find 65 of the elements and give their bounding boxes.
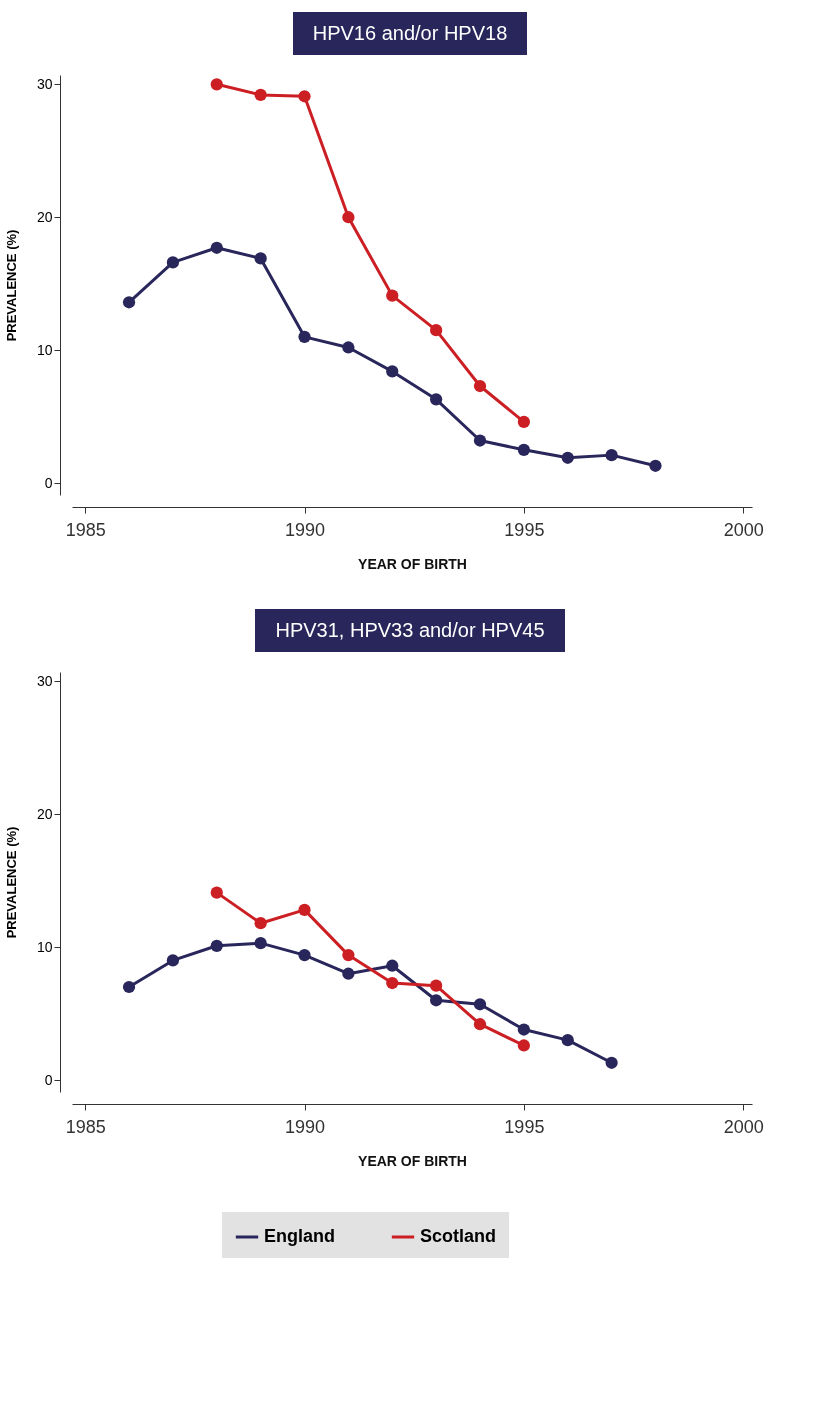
point [210,241,223,254]
y-tick-label: 20 [36,805,53,822]
point [342,967,355,980]
point [386,365,399,378]
point [473,379,487,393]
point [517,443,530,456]
point [254,917,267,930]
point [298,330,311,343]
point [517,1039,530,1052]
point [298,90,311,103]
point [473,434,487,447]
x-tick-label: 2000 [723,1116,764,1137]
x-axis-title: YEAR OF BIRTH [358,555,467,572]
y-tick-label: 10 [36,938,53,955]
chart-title: HPV16 and/or HPV18 [292,12,528,55]
point [166,256,180,269]
point [342,948,355,962]
point [210,78,223,91]
x-tick-label: 1985 [65,519,106,540]
x-tick-label: 2000 [723,519,764,540]
y-tick-label: 10 [36,341,53,358]
x-tick-label: 1990 [284,519,326,540]
point [386,959,399,972]
point [298,948,311,962]
point [430,979,443,992]
point [430,393,443,406]
point [122,296,136,309]
point [430,324,443,337]
y-tick-label: 30 [36,672,53,689]
y-tick-label: 30 [36,75,53,92]
y-tick-label: 0 [44,1071,53,1088]
point [166,954,180,967]
point [254,937,267,950]
point [386,289,399,302]
point [561,451,574,464]
point [342,341,355,354]
point [649,459,662,472]
point [517,415,530,429]
y-tick-label: 20 [36,208,53,225]
x-tick-label: 1985 [65,1116,106,1137]
x-tick-label: 1995 [504,1116,545,1137]
point [342,211,355,224]
x-tick-label: 1995 [504,519,545,540]
point [430,994,443,1007]
y-tick-label: 0 [44,474,53,491]
point [210,886,223,899]
x-axis-title: YEAR OF BIRTH [358,1152,467,1169]
point [517,1023,530,1036]
y-axis-title: PREVALENCE (%) [3,826,19,939]
point [473,998,487,1011]
y-axis-title: PREVALENCE (%) [3,229,19,342]
point [605,1056,618,1069]
point [605,449,618,462]
legend-label: Scotland [420,1226,497,1246]
point [122,980,136,994]
x-tick-label: 1990 [284,1116,326,1137]
point [561,1034,574,1047]
legend-label: England [264,1226,335,1246]
point [386,976,399,990]
point [210,939,223,952]
point [254,88,267,102]
point [473,1018,487,1031]
chart-title: HPV31, HPV33 and/or HPV45 [255,609,565,652]
point [254,252,267,265]
point [298,903,311,917]
